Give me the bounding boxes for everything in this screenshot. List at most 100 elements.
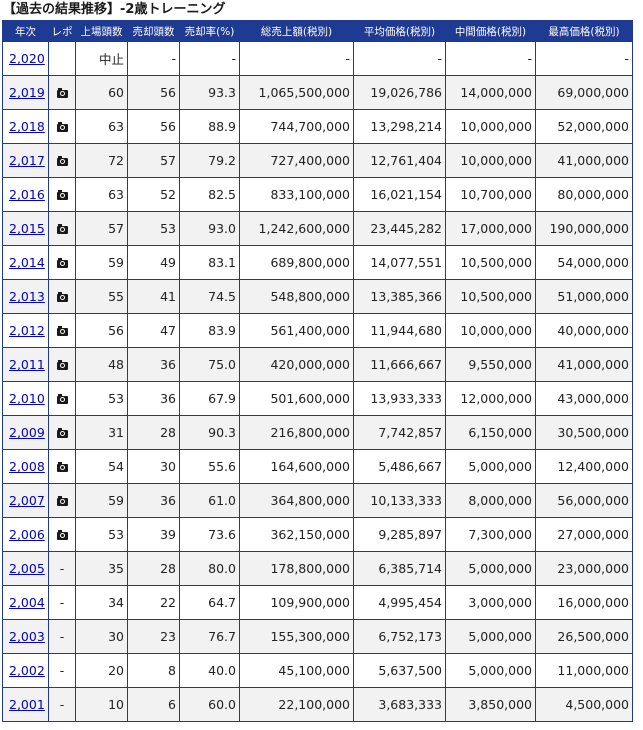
sale-rate-cell: 83.9 xyxy=(179,313,240,348)
sold-count-cell: 36 xyxy=(127,483,180,518)
camera-icon[interactable] xyxy=(56,427,68,438)
column-header: 総売上額(税別) xyxy=(239,20,354,42)
max-price-cell: 43,000,000 xyxy=(535,381,633,416)
average-price-cell: 6,752,173 xyxy=(353,619,446,654)
total-sales-cell: 744,700,000 xyxy=(239,109,354,144)
table-body: 2,020 中止 - - - - - -2,019 60 56 93.3 1,065,500,000 1… xyxy=(2,41,633,722)
average-price-cell: 13,385,366 xyxy=(353,279,446,314)
total-sales-cell: 833,100,000 xyxy=(239,177,354,212)
max-price-cell: 80,000,000 xyxy=(535,177,633,212)
average-price-cell: 10,133,333 xyxy=(353,483,446,518)
sold-count-cell: 36 xyxy=(127,347,180,382)
year-link[interactable]: 2,005 xyxy=(9,561,45,576)
table-row: 2,011 48 36 75.0 420,000,000 11,666,667 9,550,… xyxy=(2,347,633,382)
median-price-cell: 3,850,000 xyxy=(445,687,536,722)
year-link[interactable]: 2,019 xyxy=(9,85,45,100)
median-price-cell: 10,000,000 xyxy=(445,313,536,348)
sale-rate-cell: 74.5 xyxy=(179,279,240,314)
max-price-cell: 16,000,000 xyxy=(535,585,633,620)
median-price-cell: 6,150,000 xyxy=(445,415,536,450)
median-price-cell: 5,000,000 xyxy=(445,619,536,654)
listed-count-cell: 48 xyxy=(75,347,128,382)
median-price-cell: 14,000,000 xyxy=(445,75,536,110)
year-link[interactable]: 2,006 xyxy=(9,527,45,542)
table-row: 2,012 56 47 83.9 561,400,000 11,944,680 10,000… xyxy=(2,313,633,348)
year-cell: 2,013 xyxy=(2,279,49,314)
camera-icon[interactable] xyxy=(56,257,68,268)
total-sales-cell: 45,100,000 xyxy=(239,653,354,688)
sold-count-cell: 56 xyxy=(127,75,180,110)
average-price-cell: 16,021,154 xyxy=(353,177,446,212)
camera-icon[interactable] xyxy=(56,325,68,336)
year-link[interactable]: 2,009 xyxy=(9,425,45,440)
camera-icon[interactable] xyxy=(56,291,68,302)
camera-icon[interactable] xyxy=(56,121,68,132)
camera-icon[interactable] xyxy=(56,359,68,370)
year-link[interactable]: 2,010 xyxy=(9,391,45,406)
sold-count-cell: 56 xyxy=(127,109,180,144)
column-header: 平均価格(税別) xyxy=(353,20,446,42)
page-title: 【過去の結果推移】-2歳トレーニング xyxy=(3,2,226,17)
report-cell xyxy=(48,381,76,416)
year-cell: 2,020 xyxy=(2,41,49,76)
report-cell xyxy=(48,483,76,518)
sale-rate-cell: 40.0 xyxy=(179,653,240,688)
year-link[interactable]: 2,014 xyxy=(9,255,45,270)
total-sales-cell: 216,800,000 xyxy=(239,415,354,450)
table-row: 2,010 53 36 67.9 501,600,000 13,933,333 12,000… xyxy=(2,381,633,416)
sold-count-cell: 36 xyxy=(127,381,180,416)
year-link[interactable]: 2,018 xyxy=(9,119,45,134)
camera-icon[interactable] xyxy=(56,495,68,506)
sale-rate-cell: 73.6 xyxy=(179,517,240,552)
year-link[interactable]: 2,004 xyxy=(9,595,45,610)
year-cell: 2,011 xyxy=(2,347,49,382)
total-sales-cell: 362,150,000 xyxy=(239,517,354,552)
year-cell: 2,019 xyxy=(2,75,49,110)
year-link[interactable]: 2,002 xyxy=(9,663,45,678)
listed-count-cell: 30 xyxy=(75,619,128,654)
year-link[interactable]: 2,020 xyxy=(9,51,45,66)
median-price-cell: 10,500,000 xyxy=(445,279,536,314)
max-price-cell: - xyxy=(535,41,633,76)
report-cell xyxy=(48,415,76,450)
listed-count-cell: 57 xyxy=(75,211,128,246)
year-link[interactable]: 2,001 xyxy=(9,697,45,712)
camera-icon[interactable] xyxy=(56,87,68,98)
year-cell: 2,009 xyxy=(2,415,49,450)
table-row: 2,018 63 56 88.9 744,700,000 13,298,214 10,000… xyxy=(2,109,633,144)
year-link[interactable]: 2,007 xyxy=(9,493,45,508)
camera-icon[interactable] xyxy=(56,155,68,166)
year-link[interactable]: 2,013 xyxy=(9,289,45,304)
report-cell: - xyxy=(48,551,76,586)
year-link[interactable]: 2,016 xyxy=(9,187,45,202)
listed-count-cell: 59 xyxy=(75,483,128,518)
max-price-cell: 11,000,000 xyxy=(535,653,633,688)
year-cell: 2,001 xyxy=(2,687,49,722)
year-link[interactable]: 2,011 xyxy=(9,357,45,372)
year-link[interactable]: 2,008 xyxy=(9,459,45,474)
camera-icon[interactable] xyxy=(56,393,68,404)
average-price-cell: 5,637,500 xyxy=(353,653,446,688)
year-link[interactable]: 2,017 xyxy=(9,153,45,168)
table-row: 2,003-30 23 76.7 155,300,000 6,752,173 5,000,… xyxy=(2,619,633,654)
camera-icon[interactable] xyxy=(56,461,68,472)
listed-count-cell: 35 xyxy=(75,551,128,586)
column-header: 上場頭数 xyxy=(75,20,128,42)
listed-count-cell: 63 xyxy=(75,177,128,212)
column-header: 年次 xyxy=(2,20,49,42)
year-link[interactable]: 2,015 xyxy=(9,221,45,236)
max-price-cell: 41,000,000 xyxy=(535,347,633,382)
table-row: 2,020 中止 - - - - - - xyxy=(2,41,633,76)
year-cell: 2,002 xyxy=(2,653,49,688)
year-link[interactable]: 2,012 xyxy=(9,323,45,338)
year-cell: 2,006 xyxy=(2,517,49,552)
average-price-cell: 6,385,714 xyxy=(353,551,446,586)
max-price-cell: 12,400,000 xyxy=(535,449,633,484)
average-price-cell: 13,933,333 xyxy=(353,381,446,416)
camera-icon[interactable] xyxy=(56,529,68,540)
year-link[interactable]: 2,003 xyxy=(9,629,45,644)
camera-icon[interactable] xyxy=(56,189,68,200)
sale-rate-cell: 79.2 xyxy=(179,143,240,178)
camera-icon[interactable] xyxy=(56,223,68,234)
table-row: 2,013 55 41 74.5 548,800,000 13,385,366 10,500… xyxy=(2,279,633,314)
